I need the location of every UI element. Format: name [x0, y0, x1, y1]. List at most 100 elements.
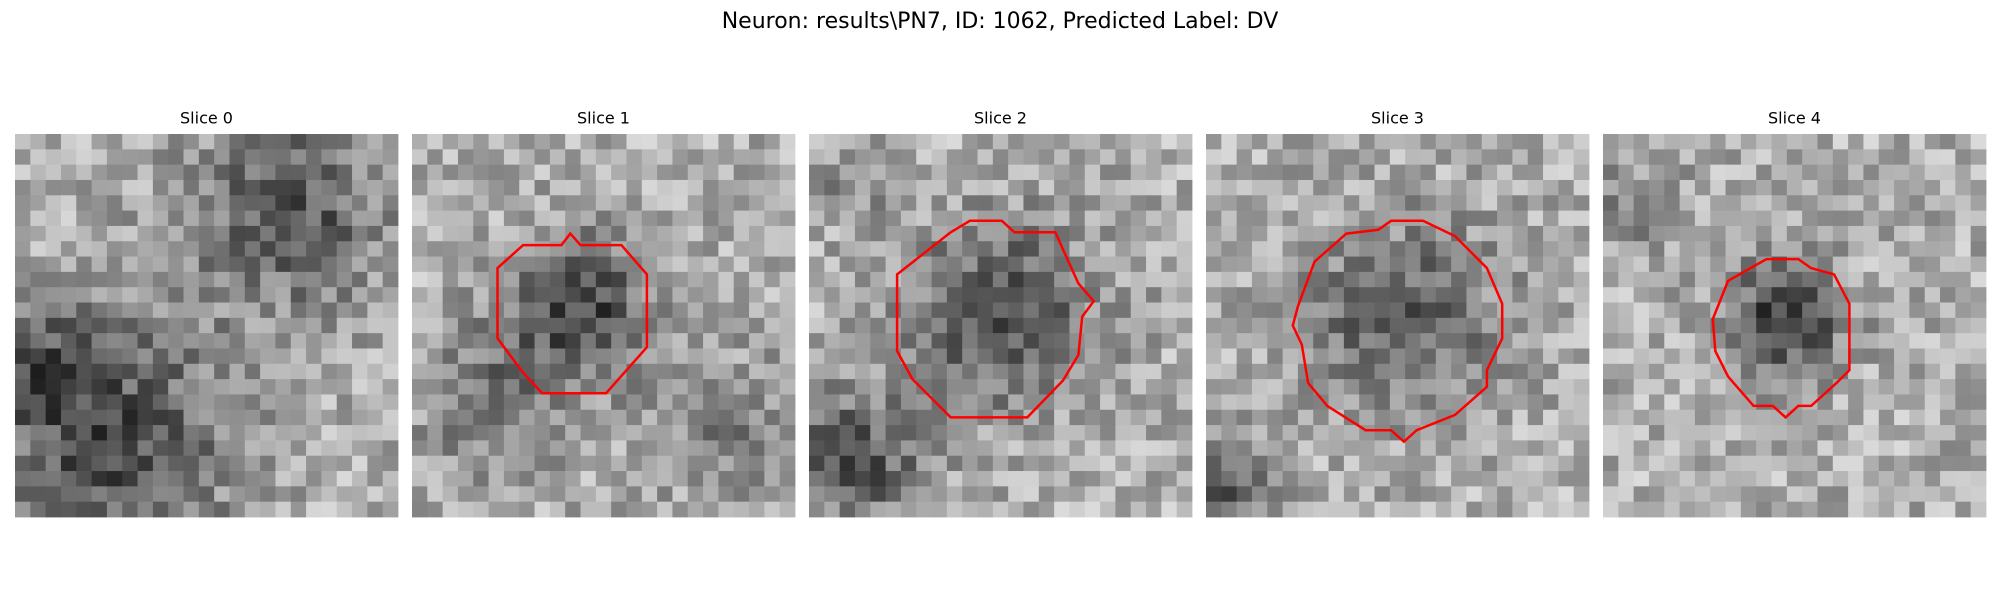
pixel: [1221, 471, 1238, 487]
pixel: [1130, 501, 1147, 518]
pixel: [122, 501, 138, 518]
pixel: [321, 195, 338, 211]
pixel: [367, 333, 384, 349]
pixel: [580, 348, 597, 365]
pixel: [1694, 501, 1711, 518]
pixel: [992, 149, 1009, 166]
pixel: [1161, 210, 1178, 227]
pixel: [1008, 363, 1024, 380]
pixel: [1603, 425, 1619, 441]
pixel: [809, 164, 825, 181]
pixel: [1894, 134, 1910, 150]
pixel: [870, 134, 886, 150]
pixel: [1817, 317, 1834, 334]
pixel: [1694, 210, 1711, 227]
pixel: [1558, 471, 1575, 487]
pixel: [657, 471, 673, 487]
pixel: [1512, 134, 1529, 150]
pixel: [1878, 210, 1895, 227]
pixel: [962, 501, 978, 518]
pixel: [122, 241, 138, 257]
pixel: [1313, 210, 1329, 227]
pixel: [809, 256, 825, 273]
pixel: [1023, 271, 1040, 288]
pixel: [427, 455, 444, 472]
pixel: [900, 225, 917, 242]
pixel: [122, 317, 138, 334]
pixel: [1648, 256, 1665, 273]
pixel: [885, 471, 902, 487]
pixel: [1282, 210, 1299, 227]
pixel: [1618, 501, 1635, 518]
pixel: [1710, 379, 1726, 395]
pixel: [1008, 486, 1024, 503]
pixel: [824, 210, 841, 227]
pixel: [1771, 379, 1788, 395]
pixel: [367, 501, 384, 518]
pixel: [45, 149, 62, 166]
pixel: [1481, 425, 1498, 441]
pixel: [412, 256, 428, 273]
pixel: [412, 455, 428, 472]
pixel: [1146, 210, 1162, 227]
pixel: [152, 287, 169, 303]
pixel: [91, 134, 108, 150]
pixel: [1481, 317, 1498, 334]
pixel: [15, 271, 31, 288]
pixel: [367, 379, 384, 395]
pixel: [1069, 134, 1086, 150]
pixel: [687, 501, 704, 518]
pixel: [488, 394, 505, 411]
pixel: [1389, 425, 1406, 441]
pixel: [1267, 225, 1283, 242]
pixel: [626, 271, 643, 288]
pixel: [1100, 379, 1116, 395]
pixel: [336, 379, 353, 395]
pixel: [824, 302, 841, 319]
pixel: [687, 164, 704, 181]
pixel: [1909, 394, 1926, 411]
pixel: [565, 164, 581, 181]
pixel: [1497, 486, 1513, 503]
pixel: [412, 333, 428, 349]
pixel: [1832, 210, 1849, 227]
pixel: [885, 225, 902, 242]
pixel: [687, 287, 704, 303]
pixel: [1603, 210, 1619, 227]
pixel: [382, 271, 399, 288]
pixel: [534, 302, 551, 319]
pixel: [1161, 363, 1178, 380]
pixel: [839, 317, 856, 334]
pixel: [1359, 287, 1375, 303]
pixel: [488, 486, 505, 503]
pixel: [885, 195, 902, 211]
pixel: [382, 317, 399, 334]
pixel: [244, 134, 261, 150]
pixel: [1527, 179, 1544, 196]
pixel: [60, 379, 77, 395]
pixel: [473, 287, 489, 303]
pixel: [1206, 440, 1222, 457]
pixel: [687, 455, 704, 472]
pixel: [1069, 486, 1086, 503]
pixel: [1405, 379, 1421, 395]
pixel: [1282, 486, 1299, 503]
pixel: [1084, 134, 1101, 150]
pixel: [1313, 164, 1329, 181]
pixel: [457, 195, 474, 211]
pixel: [885, 149, 902, 166]
pixel: [1878, 409, 1895, 426]
pixel: [595, 409, 612, 426]
pixel: [824, 149, 841, 166]
pixel: [687, 409, 704, 426]
pixel: [1297, 471, 1314, 487]
pixel: [229, 164, 246, 181]
pixel: [885, 179, 902, 196]
pixel: [839, 149, 856, 166]
pixel: [1970, 241, 1987, 257]
pixel: [1054, 317, 1070, 334]
pixel: [168, 287, 184, 303]
pixel: [1512, 149, 1529, 166]
pixel: [260, 317, 276, 334]
pixel: [1328, 195, 1345, 211]
